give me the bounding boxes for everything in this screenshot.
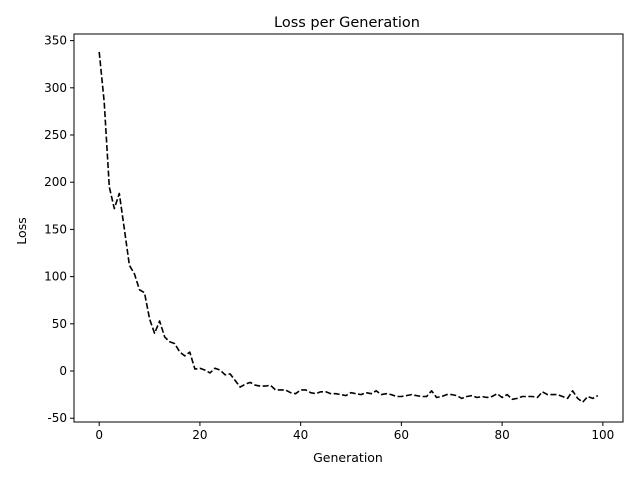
- y-tick-label: 100: [44, 270, 67, 284]
- x-axis-label: Generation: [313, 450, 383, 465]
- y-tick-label: 50: [52, 317, 67, 331]
- chart-title: Loss per Generation: [274, 15, 420, 31]
- y-tick-label: 350: [44, 34, 67, 48]
- x-tick-label: 80: [494, 428, 509, 442]
- y-tick-label: 0: [59, 364, 67, 378]
- y-axis-label: Loss: [14, 217, 29, 244]
- x-tick-label: 60: [394, 428, 409, 442]
- y-tick-label: 250: [44, 128, 67, 142]
- x-tick-label: 100: [591, 428, 614, 442]
- y-tick-label: -50: [47, 411, 67, 425]
- x-tick-label: 40: [293, 428, 308, 442]
- y-tick-label: 300: [44, 81, 67, 95]
- x-tick-label: 20: [192, 428, 207, 442]
- y-tick-label: 200: [44, 175, 67, 189]
- x-tick-label: 0: [95, 428, 103, 442]
- plot-frame: [73, 33, 624, 423]
- plot-area: 0 20 40 60 80 100 -50 0 50 100 150 200 250 300 350: [44, 34, 614, 442]
- loss-line: [98, 51, 599, 404]
- y-tick-label: 150: [44, 222, 67, 236]
